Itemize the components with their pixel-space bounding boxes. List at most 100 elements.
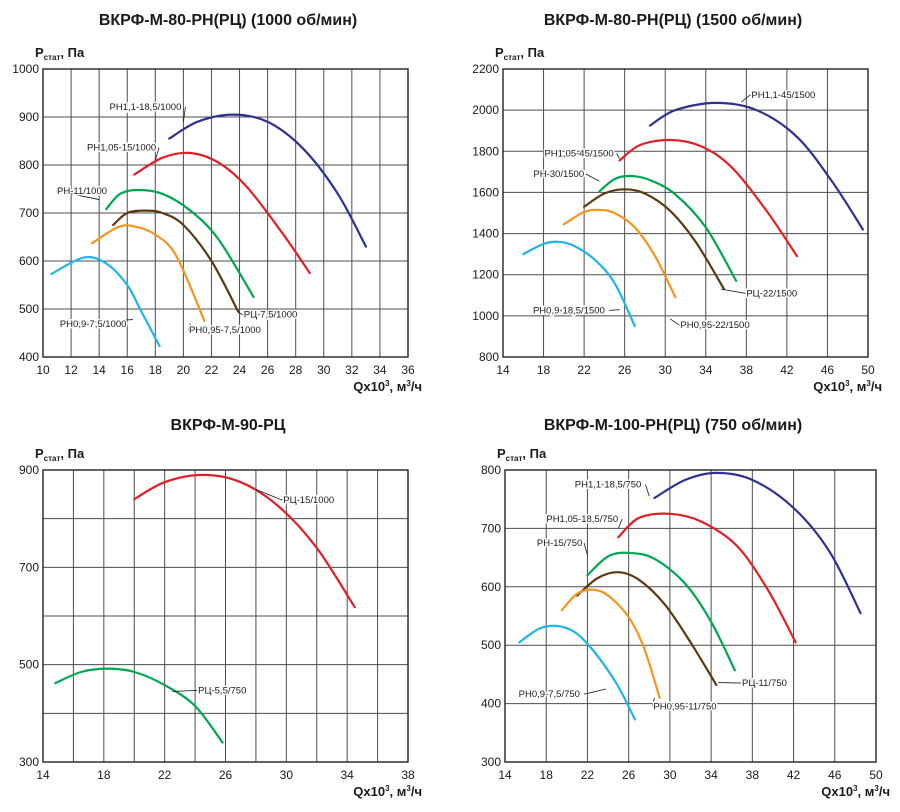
x-tick-label: 14 <box>92 363 106 377</box>
leader-line <box>670 318 680 326</box>
series-line <box>618 138 799 258</box>
x-axis-label-main: Qx10 <box>353 379 385 394</box>
x-tick-label: 26 <box>622 768 636 782</box>
y-tick-label: 1600 <box>472 185 499 199</box>
x-tick-label: 14 <box>496 363 510 377</box>
x-axis-label: Qx103, м3/ч <box>353 379 422 394</box>
series-label: РН0,9-7,5/750 <box>519 689 580 700</box>
leader-line <box>617 518 623 529</box>
y-tick-label: 400 <box>19 350 39 364</box>
series-label: РН0,95-7,5/1000 <box>189 325 261 336</box>
series-label: РН0,9-18,5/1500 <box>533 305 605 316</box>
y-tick-label: 500 <box>19 302 39 316</box>
x-axis-label: Qx103, м3/ч <box>353 784 422 799</box>
y-axis-label-unit: , Па <box>60 446 85 461</box>
x-tick-label: 18 <box>540 768 554 782</box>
x-axis-label-sup: 3 <box>385 379 390 388</box>
series-label: РН-15/750 <box>537 538 582 549</box>
x-axis-label-unit-sup: 3 <box>866 379 871 388</box>
series-line <box>583 188 726 291</box>
leader-line <box>608 309 620 311</box>
leader-line <box>182 106 186 122</box>
y-axis-label-unit: , Па <box>60 45 85 60</box>
y-axis-label: Pстат, Па <box>495 45 545 62</box>
x-tick-label: 10 <box>36 363 50 377</box>
x-tick-label: 16 <box>121 363 135 377</box>
y-tick-label: 600 <box>481 580 501 594</box>
x-axis-label-tail: /ч <box>871 379 882 394</box>
x-tick-label: 50 <box>861 363 875 377</box>
x-tick-label: 36 <box>401 363 415 377</box>
x-tick-label: 32 <box>345 363 359 377</box>
series-line <box>50 256 161 348</box>
plot-frame <box>502 68 869 358</box>
x-tick-label: 26 <box>261 363 275 377</box>
chart-4: ВКРФ-М-100-РН(РЦ) (750 об/мин) 14 18 22 26 30… <box>481 417 890 799</box>
chart-title: ВКРФ-М-80-РН(РЦ) (1500 об/мин) <box>544 12 802 29</box>
x-tick-label: 14 <box>36 768 50 782</box>
x-tick-label: 22 <box>158 768 172 782</box>
series-label: РН1,05-18,5/750 <box>546 514 618 525</box>
series-label: РЦ-15/1000 <box>283 495 334 506</box>
series-label: РЦ-7,5/1000 <box>244 310 298 321</box>
y-axis-label-unit: , Па <box>520 45 545 60</box>
x-tick-label: 30 <box>317 363 331 377</box>
x-tick-label: 42 <box>780 363 794 377</box>
y-tick-label: 800 <box>481 463 501 477</box>
chart-2: ВКРФ-М-80-РН(РЦ) (1500 об/мин) 14 18 22 26 30… <box>472 12 882 394</box>
x-tick-label: 42 <box>787 768 801 782</box>
x-axis-label-sup: 3 <box>845 379 850 388</box>
x-tick-label: 50 <box>869 768 883 782</box>
x-axis-label-main: Qx10 <box>821 784 853 799</box>
series-line <box>576 571 718 686</box>
y-tick-label: 800 <box>19 158 39 172</box>
y-tick-label: 800 <box>479 350 499 364</box>
x-axis-label-unit: , м <box>858 784 875 799</box>
x-tick-label: 28 <box>289 363 303 377</box>
chart-title: ВКРФ-М-80-РН(РЦ) (1000 об/мин) <box>99 12 357 29</box>
x-tick-label: 38 <box>740 363 754 377</box>
series-line <box>562 208 677 299</box>
y-tick-label: 1000 <box>12 62 39 76</box>
leader-line <box>718 682 742 684</box>
x-tick-label: 46 <box>828 768 842 782</box>
y-axis-label: Pстат, Па <box>35 446 85 463</box>
leader-line <box>652 697 655 707</box>
series-label: РН-11/1000 <box>57 186 107 197</box>
leader-line <box>741 94 751 103</box>
series-label: РН0,9-7,5/1000 <box>60 319 127 330</box>
y-axis-label-sub: стат <box>506 454 523 463</box>
series-line <box>617 512 797 644</box>
y-tick-label: 700 <box>19 560 39 574</box>
series-label: РН1,05-15/1000 <box>87 143 156 154</box>
series-line <box>91 224 206 323</box>
leader-line <box>616 153 620 159</box>
series-label: РЦ-11/750 <box>742 678 787 689</box>
leader-line <box>584 688 607 695</box>
y-tick-label: 700 <box>19 206 39 220</box>
leader-line <box>720 288 746 294</box>
leader-line <box>255 489 283 501</box>
leader-line <box>585 173 600 182</box>
x-axis-label-unit-sup: 3 <box>406 784 411 793</box>
y-tick-label: 1800 <box>472 144 499 158</box>
y-axis-label-main: P <box>497 446 506 461</box>
x-axis-label-unit-sup: 3 <box>874 784 879 793</box>
x-axis-label: Qx103, м3/ч <box>813 379 882 394</box>
series-line <box>54 667 224 744</box>
x-axis-label-unit: , м <box>390 379 407 394</box>
x-tick-label: 18 <box>149 363 163 377</box>
y-axis-label-sub: стат <box>44 53 61 62</box>
series-label: РН-30/1500 <box>533 169 584 180</box>
x-tick-label: 14 <box>498 768 512 782</box>
x-axis-label-sup: 3 <box>853 784 858 793</box>
y-tick-label: 1200 <box>472 268 499 282</box>
y-axis-label-sub: стат <box>504 53 521 62</box>
chart-1: ВКРФ-М-80-РН(РЦ) (1000 об/мин) 10 12 14 16 18… <box>12 12 422 394</box>
series-line <box>112 209 240 313</box>
x-tick-label: 22 <box>577 363 591 377</box>
y-tick-label: 300 <box>481 755 501 769</box>
